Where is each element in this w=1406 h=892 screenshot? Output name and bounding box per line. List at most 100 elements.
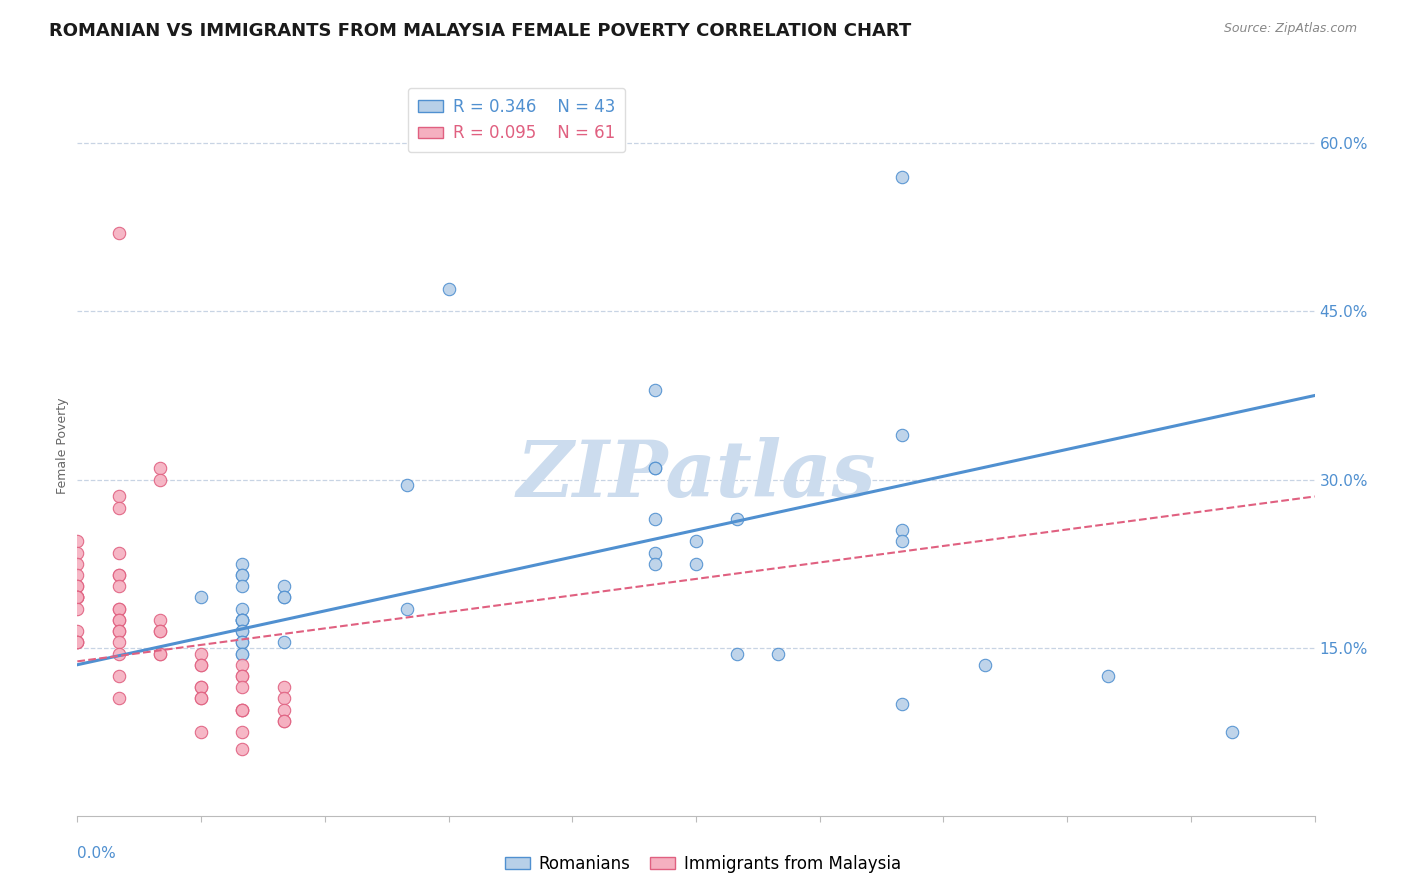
Point: [644, 461, 666, 475]
Point: [231, 601, 253, 615]
Point: [231, 624, 253, 639]
Point: [231, 613, 253, 627]
Point: [66, 624, 89, 639]
Point: [149, 473, 172, 487]
Point: [190, 647, 212, 661]
Point: [644, 557, 666, 571]
Point: [190, 725, 212, 739]
Point: [644, 512, 666, 526]
Point: [66, 635, 89, 649]
Point: [685, 557, 707, 571]
Point: [273, 691, 295, 706]
Point: [973, 657, 995, 672]
Point: [107, 647, 129, 661]
Point: [190, 691, 212, 706]
Point: [437, 282, 460, 296]
Point: [66, 579, 89, 593]
Point: [768, 647, 790, 661]
Y-axis label: Female Poverty: Female Poverty: [56, 398, 69, 494]
Point: [231, 579, 253, 593]
Point: [231, 647, 253, 661]
Point: [149, 613, 172, 627]
Point: [231, 557, 253, 571]
Point: [273, 703, 295, 717]
Point: [231, 742, 253, 756]
Point: [66, 591, 89, 605]
Point: [107, 624, 129, 639]
Point: [273, 680, 295, 694]
Point: [231, 703, 253, 717]
Point: [231, 613, 253, 627]
Point: [644, 545, 666, 559]
Point: [66, 591, 89, 605]
Point: [107, 545, 129, 559]
Point: [149, 624, 172, 639]
Point: [273, 714, 295, 728]
Point: [396, 601, 419, 615]
Point: [66, 534, 89, 549]
Point: [107, 601, 129, 615]
Point: [66, 568, 89, 582]
Point: [107, 613, 129, 627]
Point: [190, 691, 212, 706]
Point: [231, 669, 253, 683]
Point: [891, 427, 914, 442]
Point: [231, 669, 253, 683]
Point: [891, 534, 914, 549]
Point: [107, 669, 129, 683]
Point: [107, 601, 129, 615]
Point: [149, 647, 172, 661]
Point: [107, 226, 129, 240]
Point: [725, 647, 748, 661]
Point: [231, 647, 253, 661]
Point: [190, 680, 212, 694]
Point: [107, 500, 129, 515]
Point: [602, 113, 624, 128]
Point: [1220, 725, 1243, 739]
Point: [644, 383, 666, 397]
Point: [149, 647, 172, 661]
Point: [107, 579, 129, 593]
Point: [396, 478, 419, 492]
Point: [231, 703, 253, 717]
Point: [685, 534, 707, 549]
Legend: Romanians, Immigrants from Malaysia: Romanians, Immigrants from Malaysia: [499, 848, 907, 880]
Point: [231, 635, 253, 649]
Point: [66, 591, 89, 605]
Point: [231, 635, 253, 649]
Text: ROMANIAN VS IMMIGRANTS FROM MALAYSIA FEMALE POVERTY CORRELATION CHART: ROMANIAN VS IMMIGRANTS FROM MALAYSIA FEM…: [49, 22, 911, 40]
Text: ZIPatlas: ZIPatlas: [516, 437, 876, 514]
Point: [891, 523, 914, 537]
Point: [66, 579, 89, 593]
Point: [273, 714, 295, 728]
Point: [66, 635, 89, 649]
Point: [107, 624, 129, 639]
Point: [66, 557, 89, 571]
Point: [231, 568, 253, 582]
Point: [644, 461, 666, 475]
Point: [273, 579, 295, 593]
Text: 0.0%: 0.0%: [77, 846, 117, 861]
Point: [107, 691, 129, 706]
Point: [149, 624, 172, 639]
Point: [891, 697, 914, 711]
Point: [66, 601, 89, 615]
Point: [107, 568, 129, 582]
Point: [66, 545, 89, 559]
Text: Source: ZipAtlas.com: Source: ZipAtlas.com: [1223, 22, 1357, 36]
Point: [66, 591, 89, 605]
Point: [273, 591, 295, 605]
Point: [231, 568, 253, 582]
Point: [891, 169, 914, 184]
Point: [66, 635, 89, 649]
Point: [107, 568, 129, 582]
Point: [107, 613, 129, 627]
Point: [107, 490, 129, 504]
Point: [231, 624, 253, 639]
Point: [1097, 669, 1119, 683]
Point: [231, 680, 253, 694]
Point: [107, 635, 129, 649]
Point: [725, 512, 748, 526]
Point: [190, 657, 212, 672]
Point: [273, 635, 295, 649]
